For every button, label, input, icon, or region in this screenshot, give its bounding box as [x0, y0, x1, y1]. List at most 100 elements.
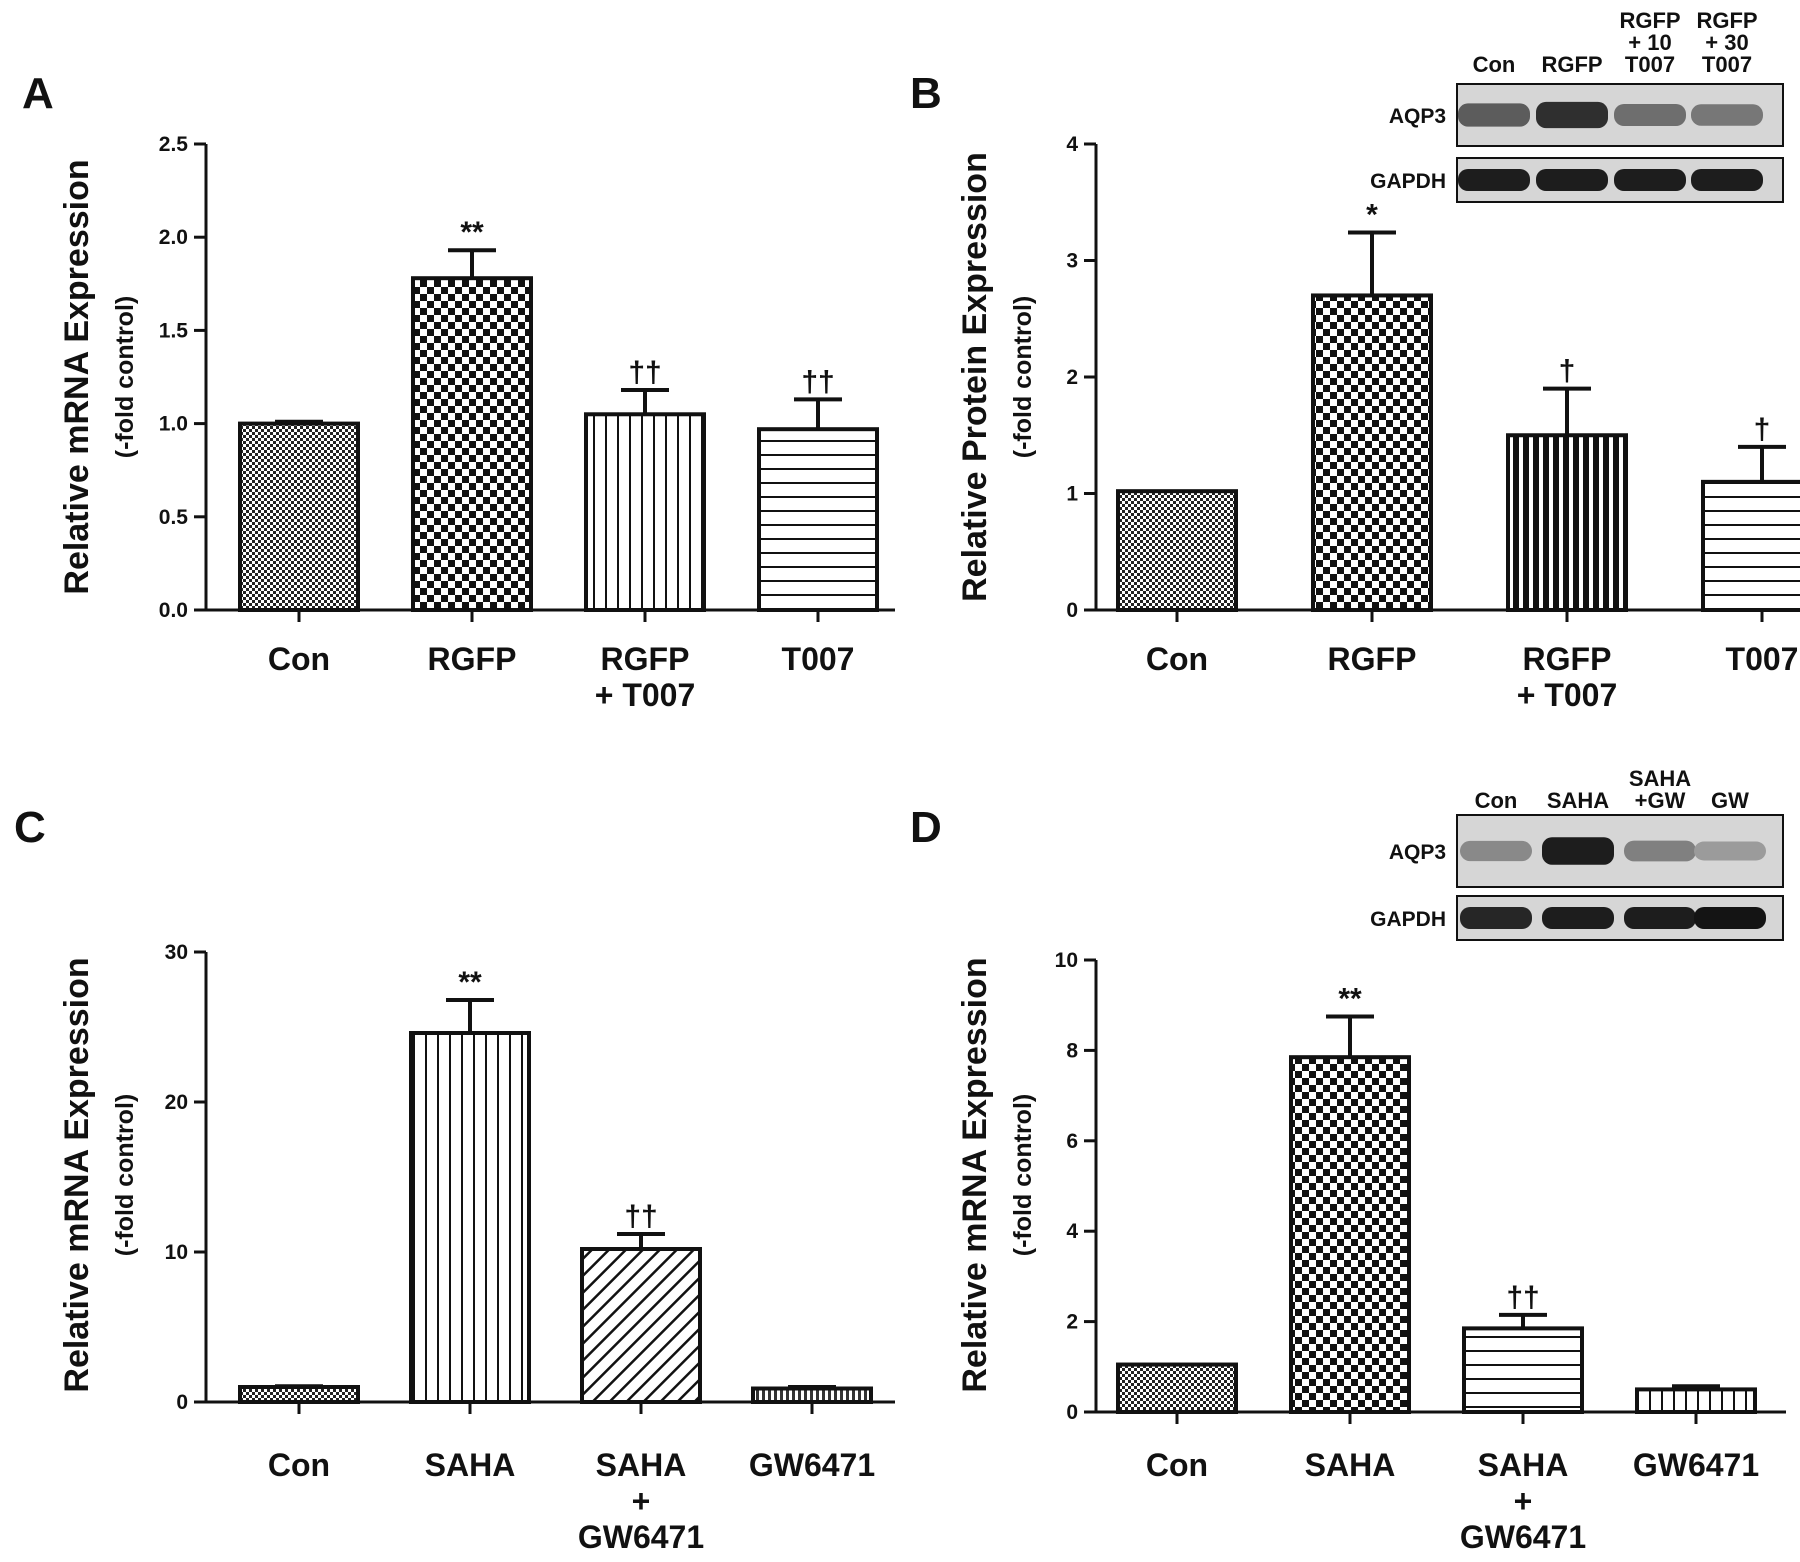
blot-lane-label: Con	[1473, 52, 1516, 77]
blot-lane-label: +GW	[1635, 788, 1686, 813]
blot-lane-label: RGFP	[1619, 8, 1680, 33]
blot-band	[1460, 840, 1532, 862]
bar	[1701, 479, 1800, 612]
x-tick-label: + T007	[595, 677, 696, 713]
panel-letter: A	[22, 69, 54, 118]
y-tick-label: 0	[1066, 1401, 1078, 1424]
y-axis-label: Relative mRNA Expression	[956, 957, 994, 1392]
bar	[580, 1247, 702, 1404]
x-tick-label: Con	[268, 641, 330, 677]
x-tick-label: Con	[268, 1447, 330, 1483]
significance-marker: †	[1754, 413, 1771, 446]
y-tick-label: 2.0	[159, 226, 188, 249]
x-tick-label: RGFP	[428, 641, 517, 677]
y-tick-label: 4	[1066, 1220, 1078, 1243]
x-tick-label: T007	[1726, 641, 1799, 677]
significance-marker: ††	[801, 365, 834, 398]
blot-band	[1624, 907, 1696, 929]
y-axis-label: Relative mRNA Expression	[58, 957, 96, 1392]
x-tick-label: SAHA	[425, 1447, 516, 1483]
blot-lane-label: GW	[1711, 788, 1749, 813]
bar	[1116, 1362, 1238, 1415]
significance-marker: ††	[628, 356, 661, 389]
y-tick-label: 10	[165, 1241, 188, 1264]
x-tick-label: +	[1514, 1483, 1533, 1519]
panel-c: C 0 10 20 30 Relative mRNA Expression (-fold c…	[14, 803, 895, 1555]
panel-b: B 0 1 2 3 4 Relative Protein Expression (-fold …	[910, 8, 1800, 713]
bar	[1635, 1387, 1757, 1415]
x-tick-label: GW6471	[1633, 1447, 1759, 1483]
blot-lane-label: SAHA	[1547, 788, 1609, 813]
y-tick-label: 2.5	[159, 133, 189, 156]
blot-band	[1458, 169, 1530, 191]
bar	[1289, 1055, 1411, 1415]
y-tick-label: 8	[1066, 1039, 1078, 1062]
blot-band	[1542, 907, 1614, 929]
significance-marker: ††	[624, 1200, 657, 1233]
y-tick-label: 1	[1066, 483, 1078, 506]
blot-band	[1691, 104, 1763, 126]
bar	[1506, 433, 1628, 612]
y-tick-label: 10	[1055, 949, 1078, 972]
blot-row-label: AQP3	[1389, 841, 1446, 864]
blot-band	[1536, 101, 1608, 129]
blot-band	[1460, 907, 1532, 929]
panel-letter: C	[14, 803, 46, 852]
bar	[1462, 1326, 1584, 1415]
significance-marker: ††	[1506, 1281, 1539, 1314]
blot-band	[1614, 104, 1686, 126]
y-axis-label: Relative mRNA Expression	[58, 159, 96, 594]
y-axis-sublabel: (-fold control)	[111, 1094, 139, 1256]
y-axis-sublabel: (-fold control)	[1009, 1094, 1037, 1256]
panel-letter: D	[910, 803, 942, 852]
x-tick-label: SAHA	[1305, 1447, 1396, 1483]
blot-band	[1694, 907, 1766, 929]
x-tick-label: + T007	[1517, 677, 1618, 713]
y-tick-label: 4	[1066, 133, 1078, 156]
y-tick-label: 1.5	[159, 319, 189, 342]
significance-marker: **	[458, 966, 482, 999]
y-tick-label: 2	[1066, 366, 1078, 389]
x-tick-label: RGFP	[1328, 641, 1417, 677]
x-tick-label: GW6471	[1460, 1519, 1586, 1555]
significance-marker: **	[460, 216, 484, 249]
blot-band	[1614, 169, 1686, 191]
bar	[409, 1031, 531, 1404]
panel-d: D 0 2 4 6 8 10 Relative mRNA Expression (-fold c…	[910, 766, 1786, 1555]
bar	[411, 276, 533, 612]
x-tick-label: GW6471	[578, 1519, 704, 1555]
blot-row-label: GAPDH	[1370, 908, 1446, 931]
x-tick-label: SAHA	[1478, 1447, 1569, 1483]
panel-letter: B	[910, 69, 942, 118]
blot-band	[1542, 837, 1614, 865]
bar	[757, 427, 879, 612]
y-tick-label: 20	[165, 1091, 188, 1114]
blot-band	[1458, 103, 1530, 127]
blot-band	[1624, 840, 1696, 862]
blot-band	[1691, 169, 1763, 191]
y-tick-label: 0.5	[159, 506, 189, 529]
blot-band	[1694, 841, 1766, 861]
bar	[1116, 489, 1238, 613]
y-axis-label: Relative Protein Expression	[956, 152, 994, 602]
y-tick-label: 30	[165, 941, 188, 964]
x-tick-label: Con	[1146, 641, 1208, 677]
blot-row-label: GAPDH	[1370, 170, 1446, 193]
significance-marker: †	[1559, 355, 1576, 388]
y-axis-sublabel: (-fold control)	[111, 296, 139, 458]
x-tick-label: T007	[782, 641, 855, 677]
x-tick-label: RGFP	[601, 641, 690, 677]
x-tick-label: GW6471	[749, 1447, 875, 1483]
significance-marker: *	[1366, 199, 1378, 232]
blot-row-label: AQP3	[1389, 105, 1446, 128]
x-tick-label: SAHA	[596, 1447, 687, 1483]
y-tick-label: 1.0	[159, 413, 188, 436]
bar	[238, 1385, 360, 1404]
blot-lane-label: Con	[1475, 788, 1518, 813]
y-tick-label: 2	[1066, 1311, 1078, 1334]
y-tick-label: 0	[1066, 599, 1078, 622]
panel-a: A 0.0 0.5 1.0 1.5 2.0 2.5 Relative mRNA Express…	[22, 69, 895, 713]
blot-band	[1536, 169, 1608, 191]
